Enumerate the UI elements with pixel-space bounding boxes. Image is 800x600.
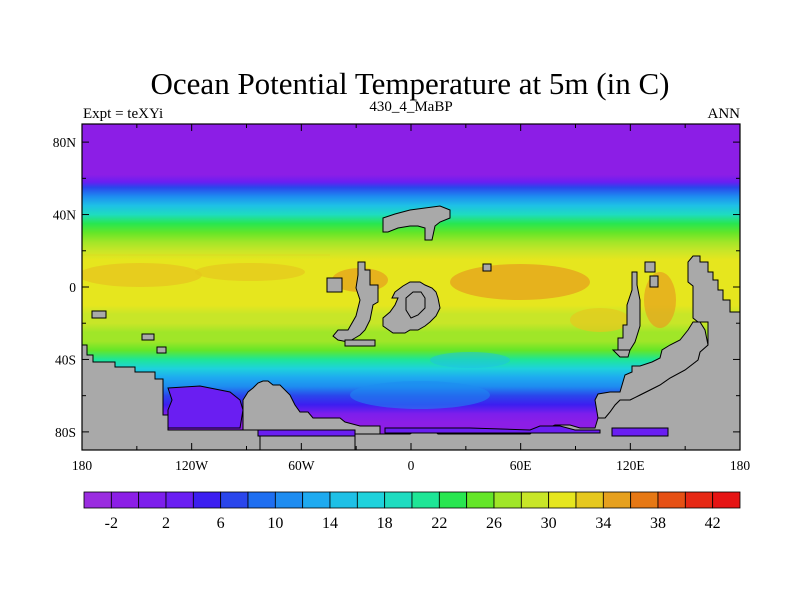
age-label: 430_4_MaBP <box>369 99 452 115</box>
colorbar-swatch <box>247 491 276 509</box>
east-pacific-warm-pool <box>195 263 305 281</box>
y-tick-label: 40N <box>53 208 77 223</box>
y-tick-label: 80N <box>53 135 77 150</box>
colorbar-swatch <box>83 491 112 509</box>
x-tick-label: 180 <box>72 458 93 473</box>
indian-warm-pool <box>570 308 630 332</box>
colorbar-swatch <box>220 491 249 509</box>
colorbar-swatch <box>684 491 714 509</box>
colorbar-swatch <box>302 491 331 509</box>
colorbar-tick-label: 22 <box>431 515 447 532</box>
experiment-label: Expt = teXYi <box>83 106 163 122</box>
land-masses <box>82 205 740 450</box>
mediterranean-island <box>405 291 426 319</box>
x-tick-label: 120W <box>175 458 208 473</box>
west-pacific-warm-pool <box>82 263 202 287</box>
colorbar-swatch <box>165 491 194 509</box>
colorbar-swatch <box>575 491 604 509</box>
y-tick-label: 0 <box>69 280 76 295</box>
east-tethys-warm-pool <box>644 272 676 328</box>
west-ice-shelf <box>167 385 244 429</box>
australia-islands <box>611 349 631 358</box>
pacific-island-2 <box>141 333 155 341</box>
polar-ice-shelves <box>167 385 669 437</box>
colorbar-tick-label: 14 <box>322 515 338 532</box>
colorbar-tick-label: 26 <box>486 515 502 532</box>
colorbar-tick-label: -2 <box>105 515 118 532</box>
colorbar-swatch <box>329 491 358 509</box>
colorbar-swatch <box>630 491 659 509</box>
colorbar-tick-label: 42 <box>705 515 721 532</box>
tethys-warm-pool <box>450 264 590 300</box>
x-tick-label: 180 <box>730 458 751 473</box>
colorbar-swatch <box>657 491 686 509</box>
small-west-island <box>326 277 343 293</box>
x-tick-label: 60E <box>510 458 532 473</box>
colorbar-swatch <box>520 491 550 509</box>
colorbar-swatch <box>438 491 468 509</box>
colorbar-swatch <box>548 491 577 509</box>
contour-lines <box>82 254 330 287</box>
southern-africa <box>594 321 709 419</box>
east-ice-strip <box>384 425 601 434</box>
x-tick-label: 0 <box>408 458 415 473</box>
asia-north-block <box>382 205 451 241</box>
colorbar-swatch <box>411 491 440 509</box>
colorbar-tick-label: 30 <box>541 515 557 532</box>
colorbar-swatch <box>466 491 495 509</box>
colorbar-swatch <box>356 491 386 509</box>
colorbar-tick-label: 18 <box>377 515 393 532</box>
season-label: ANN <box>708 106 741 122</box>
x-tick-label: 60W <box>288 458 315 473</box>
colorbar-swatch <box>192 491 222 509</box>
colorbar-swatch <box>712 491 741 509</box>
colorbar-tick-label: 2 <box>162 515 170 532</box>
x-axis: 180 120W 60W 0 60E 120E 180 <box>72 124 751 473</box>
south-atlantic-cool <box>430 352 510 368</box>
colorbar: -2 2 6 10 14 18 22 26 30 34 38 42 <box>83 491 741 532</box>
east-island <box>482 263 492 272</box>
x-tick-label: 120E <box>616 458 645 473</box>
y-tick-label: 40S <box>55 352 76 367</box>
colorbar-swatch <box>602 491 632 509</box>
south-ocean-cold-pool <box>350 381 490 409</box>
colorbar-tick-label: 38 <box>650 515 666 532</box>
far-east-ice-strip <box>611 427 669 437</box>
colorbar-tick-label: 10 <box>267 515 283 532</box>
india-subcontinent <box>617 271 641 351</box>
arabia-island <box>644 261 656 273</box>
colorbar-swatch <box>274 491 304 509</box>
colorbar-tick-label: 6 <box>217 515 225 532</box>
chart-title: Ocean Potential Temperature at 5m (in C) <box>151 66 670 101</box>
y-axis: 80N 40N 0 40S 80S <box>53 135 740 440</box>
pacific-island-1 <box>91 310 107 319</box>
peninsula-ice-strip <box>257 429 356 437</box>
colorbar-swatch <box>384 491 413 509</box>
colorbar-tick-label: 34 <box>595 515 611 532</box>
europe-block <box>332 261 379 343</box>
east-tethys-island <box>649 275 659 288</box>
colorbar-swatch <box>110 491 140 509</box>
pacific-island-3 <box>156 346 167 354</box>
colorbar-swatch <box>493 491 522 509</box>
colorbar-swatch <box>138 491 167 509</box>
south-europe-strip <box>344 339 376 347</box>
map-area <box>82 124 740 450</box>
y-tick-label: 80S <box>55 425 76 440</box>
